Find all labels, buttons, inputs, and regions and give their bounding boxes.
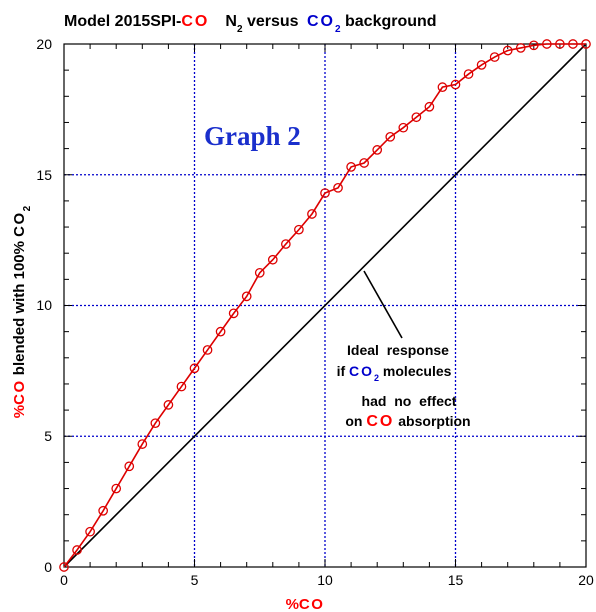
data-point [385, 131, 396, 142]
annotation-line-2-pre: if [337, 363, 349, 379]
x-tick-label-20: 20 [578, 572, 594, 588]
data-point [98, 505, 109, 516]
x-tick-label-15: 15 [448, 572, 464, 588]
data-point [320, 188, 330, 198]
data-point [568, 39, 578, 49]
x-tick-label-10: 10 [317, 572, 333, 588]
data-point [137, 439, 148, 449]
data-point [215, 326, 226, 337]
y-tick-labels: 0 5 10 15 20 [36, 36, 52, 575]
measured-series-line [63, 43, 586, 568]
plot-frame [63, 43, 587, 568]
data-point [541, 39, 552, 49]
data-point [555, 39, 565, 49]
title-n2: N [225, 13, 237, 30]
y-tick-label-20: 20 [36, 36, 52, 52]
annotation-line-4-post: absorption [394, 413, 470, 429]
title-co: CO [181, 13, 209, 30]
data-point [581, 39, 591, 49]
y-tick-label-0: 0 [44, 559, 52, 575]
annotation-pointer [363, 270, 403, 339]
x-axis-label-pct: % [286, 596, 299, 612]
y-axis-label-co2: CO [11, 211, 28, 237]
data-point [346, 162, 356, 172]
data-point [333, 182, 343, 193]
data-point [59, 562, 69, 572]
data-point [398, 122, 409, 133]
data-point [502, 45, 513, 56]
chart-title: Model 2015SPI-CO N2 versus CO2 background [64, 13, 437, 35]
data-point [72, 545, 82, 555]
x-tick-label-0: 0 [60, 572, 68, 588]
data-point [124, 461, 135, 472]
y-axis-label-mid: blended with 100% [11, 237, 28, 380]
data-point [307, 209, 317, 219]
data-point [450, 79, 461, 90]
annotation-line-3: had no effect [362, 393, 457, 409]
data-point [202, 345, 213, 355]
title-mid: versus [243, 13, 303, 30]
x-tick-labels: 0 5 10 15 20 [60, 572, 594, 588]
minor-ticks [64, 44, 586, 567]
annotation: Ideal response if CO2 molecules had no e… [337, 342, 471, 430]
ideal-layer [63, 43, 587, 568]
data-point [489, 52, 500, 62]
annotation-line-2: if CO2 molecules [337, 363, 452, 383]
data-point [189, 363, 200, 374]
title-n2-sub: 2 [237, 24, 243, 35]
data-point [280, 239, 291, 249]
annotation-line-2-post: molecules [379, 363, 452, 379]
data-point [150, 418, 161, 429]
data-layer [59, 39, 591, 572]
annotation-line-1: Ideal response [347, 342, 449, 358]
y-axis-label: %CO blended with 100% CO2 [11, 205, 33, 418]
data-point [476, 60, 487, 70]
data-point [111, 483, 122, 494]
data-point [463, 69, 474, 79]
y-axis-label-pct: % [11, 405, 28, 418]
title-co2: CO [307, 13, 335, 30]
annotation-line-2-sub: 2 [374, 373, 379, 383]
data-point [176, 381, 187, 392]
data-point [515, 43, 526, 53]
title-co2-sub: 2 [335, 24, 341, 35]
y-axis-label-co: CO [11, 379, 28, 405]
data-point [163, 400, 174, 410]
x-axis-label-co: CO [299, 596, 325, 612]
data-point [85, 526, 95, 537]
data-point [359, 158, 369, 168]
x-axis-label: %CO [286, 596, 325, 612]
data-point [241, 291, 252, 302]
title-prefix: Model 2015SPI- [64, 13, 181, 30]
data-point [437, 82, 448, 92]
y-tick-label-15: 15 [36, 167, 52, 183]
data-point [254, 267, 265, 278]
ideal-response-line [63, 43, 587, 568]
annotation-line-4: on CO absorption [345, 413, 470, 430]
title-suffix: background [341, 13, 437, 30]
data-point [411, 112, 422, 123]
annotation-line-4-co: CO [366, 413, 394, 430]
data-point [267, 254, 278, 265]
data-point [228, 308, 239, 319]
data-point [528, 40, 539, 51]
data-point [424, 101, 435, 112]
data-point [294, 224, 304, 235]
graph-label: Graph 2 [204, 121, 301, 151]
x-tick-label-5: 5 [191, 572, 199, 588]
y-tick-label-10: 10 [36, 297, 52, 313]
data-point [372, 145, 383, 155]
annotation-line-2-co2: CO [349, 363, 374, 379]
y-axis-label-co2-sub: 2 [22, 205, 33, 211]
annotation-line-4-pre: on [345, 413, 366, 429]
y-tick-label-5: 5 [44, 428, 52, 444]
